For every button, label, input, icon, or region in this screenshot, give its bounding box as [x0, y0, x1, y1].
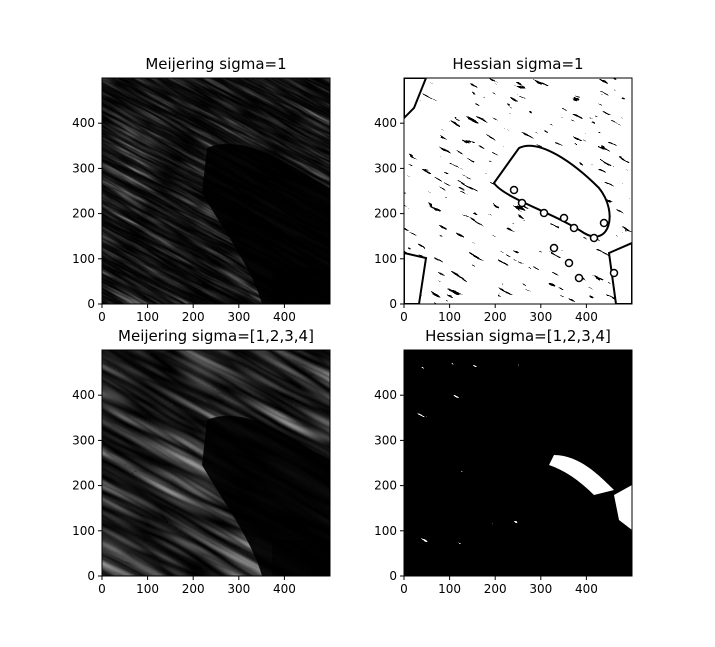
x-tick-label: 200: [484, 582, 507, 596]
x-tick-label: 0: [98, 582, 106, 596]
axes-frame: [403, 77, 633, 305]
y-tick-label: 200: [72, 207, 95, 221]
image-hessian-sigma-1234: [404, 350, 632, 576]
x-tick-label: 200: [182, 310, 205, 324]
x-tick-label: 200: [182, 582, 205, 596]
panel-meijering-sigma-1234: Meijering sigma=[1,2,3,4] 0 100 200 300 400 0 1…: [72, 327, 331, 596]
y-tick-label: 100: [374, 252, 397, 266]
y-tick-label: 300: [72, 433, 95, 447]
x-tick-label: 300: [529, 310, 552, 324]
y-tick-label: 400: [72, 116, 95, 130]
axes-frame: [403, 349, 633, 577]
panel-title: Meijering sigma=[1,2,3,4]: [118, 327, 314, 345]
x-tick-label: 100: [136, 582, 159, 596]
y-tick-label: 100: [72, 524, 95, 538]
x-tick-label: 0: [400, 310, 408, 324]
image-hessian-sigma-1: [404, 78, 632, 304]
x-tick-label: 400: [273, 310, 296, 324]
y-tick-label: 400: [72, 388, 95, 402]
panel-title: Meijering sigma=1: [145, 55, 286, 73]
x-tick-label: 200: [484, 310, 507, 324]
y-tick-label: 200: [72, 479, 95, 493]
panel-hessian-sigma-1: Hessian sigma=1 0 100 200 300 400 0 100 200 300 40…: [374, 55, 633, 324]
y-tick-label: 0: [389, 297, 397, 311]
y-tick-label: 0: [87, 297, 95, 311]
x-tick-label: 300: [227, 582, 250, 596]
axes-frame: [101, 77, 331, 305]
y-tick-label: 300: [374, 161, 397, 175]
y-tick-label: 100: [374, 524, 397, 538]
image-meijering-sigma-1234: [102, 350, 330, 576]
y-tick-label: 0: [389, 569, 397, 583]
panel-title: Hessian sigma=1: [452, 55, 583, 73]
x-tick-label: 0: [98, 310, 106, 324]
image-meijering-sigma-1: [102, 78, 330, 304]
x-tick-label: 400: [273, 582, 296, 596]
x-tick-label: 0: [400, 582, 408, 596]
y-tick-label: 200: [374, 207, 397, 221]
y-tick-label: 400: [374, 116, 397, 130]
x-tick-label: 100: [136, 310, 159, 324]
y-tick-label: 400: [374, 388, 397, 402]
panel-title: Hessian sigma=[1,2,3,4]: [425, 327, 611, 345]
y-tick-label: 0: [87, 569, 95, 583]
y-tick-label: 200: [374, 479, 397, 493]
panel-hessian-sigma-1234: Hessian sigma=[1,2,3,4] 0 100 200 300 400 0 100…: [374, 327, 633, 596]
y-tick-label: 300: [72, 161, 95, 175]
x-tick-label: 400: [575, 310, 598, 324]
axes-frame: [101, 349, 331, 577]
y-tick-label: 300: [374, 433, 397, 447]
x-tick-label: 100: [438, 582, 461, 596]
x-tick-label: 400: [575, 582, 598, 596]
x-tick-label: 300: [227, 310, 250, 324]
x-tick-label: 300: [529, 582, 552, 596]
x-tick-label: 100: [438, 310, 461, 324]
y-tick-label: 100: [72, 252, 95, 266]
panel-meijering-sigma-1: Meijering sigma=1 0 100 200 300 400 0 100 200 300…: [72, 55, 331, 324]
